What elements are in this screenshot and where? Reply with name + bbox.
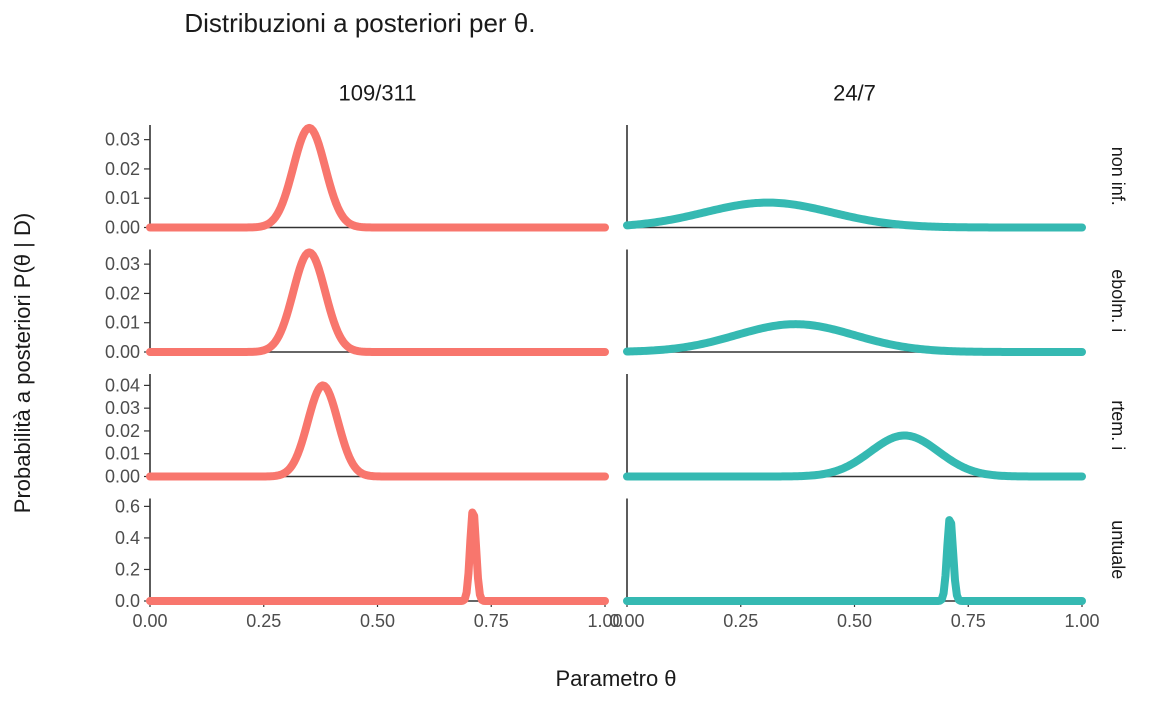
y-tick-label: 0.02 [105,421,140,441]
y-tick-label: 0.01 [105,188,140,208]
x-tick-label: 0.75 [474,611,509,631]
x-tick-label: 0.50 [837,611,872,631]
y-tick-label: 0.02 [105,283,140,303]
y-tick-label: 0.03 [105,254,140,274]
x-tick-label: 0.75 [951,611,986,631]
y-tick-label: 0.00 [105,342,140,362]
y-tick-label: 0.2 [115,559,140,579]
y-tick-label: 0.00 [105,467,140,487]
x-tick-label: 0.00 [609,611,644,631]
row-title: rtem. i [1108,400,1128,450]
chart-title: Distribuzioni a posteriori per θ. [184,8,535,38]
y-tick-label: 0.6 [115,496,140,516]
column-title: 24/7 [833,80,876,105]
y-tick-label: 0.01 [105,313,140,333]
posterior-facet-chart: Distribuzioni a posteriori per θ. 109/311… [0,0,1152,711]
y-axis-label: Probabilità a posteriori P(θ | D) [10,213,35,513]
row-title: untuale [1108,520,1128,579]
y-tick-label: 0.03 [105,398,140,418]
row-title: non inf. [1108,147,1128,206]
x-axis-label: Parametro θ [555,666,676,691]
x-tick-label: 0.50 [360,611,395,631]
y-tick-label: 0.01 [105,444,140,464]
x-tick-label: 1.00 [1064,611,1099,631]
y-tick-label: 0.4 [115,528,140,548]
row-title: ebolm. i [1108,269,1128,332]
y-tick-label: 0.0 [115,591,140,611]
column-title: 109/311 [339,80,417,105]
y-tick-label: 0.03 [105,130,140,150]
x-tick-label: 0.25 [723,611,758,631]
x-tick-label: 0.00 [132,611,167,631]
y-tick-label: 0.04 [105,375,140,395]
x-tick-label: 0.25 [246,611,281,631]
y-tick-label: 0.00 [105,218,140,238]
y-tick-label: 0.02 [105,159,140,179]
